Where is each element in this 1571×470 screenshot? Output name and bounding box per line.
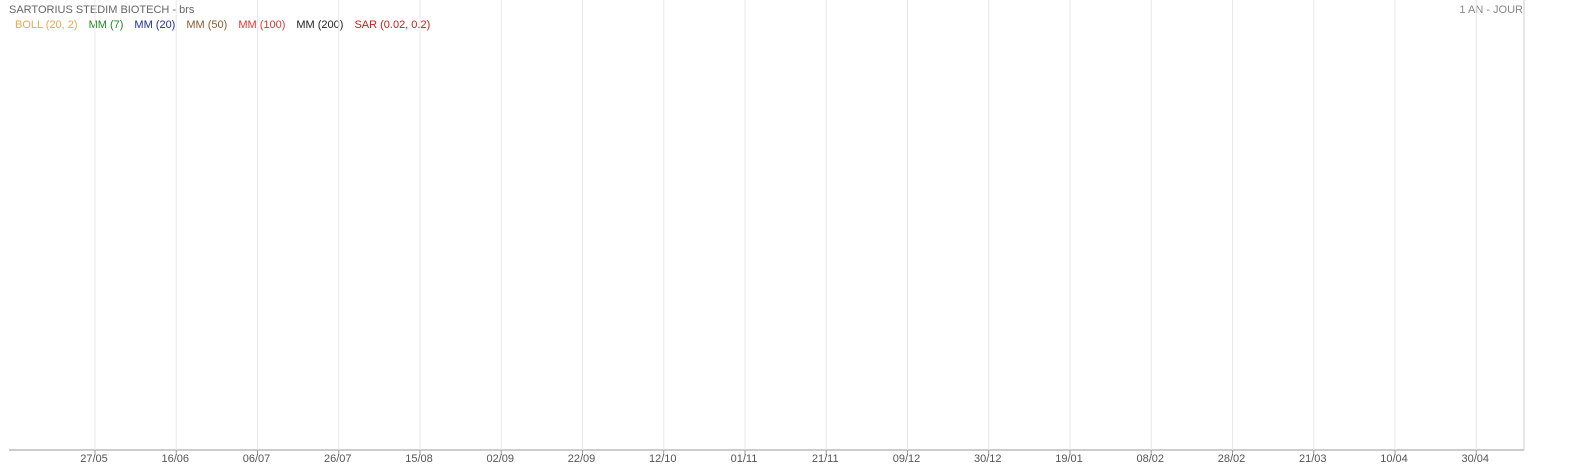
legend-item[interactable]: MM (7) bbox=[88, 19, 124, 31]
legend-item[interactable]: MM (100) bbox=[238, 19, 286, 31]
x-tick-label: 30/04 bbox=[1461, 453, 1489, 465]
x-tick-label: 06/07 bbox=[243, 453, 271, 465]
x-tick-label: 01/11 bbox=[731, 453, 758, 465]
x-tick-label: 10/04 bbox=[1380, 453, 1408, 465]
grid: 280.0300.0320.0340.0360.0380.0400.027/05… bbox=[9, 0, 1525, 465]
x-tick-label: 09/12 bbox=[893, 453, 921, 465]
x-tick-label: 08/02 bbox=[1136, 453, 1164, 465]
x-tick-label: 26/07 bbox=[324, 453, 352, 465]
x-tick-label: 21/03 bbox=[1299, 453, 1327, 465]
x-tick-label: 30/12 bbox=[974, 453, 1002, 465]
x-tick-label: 22/09 bbox=[568, 453, 596, 465]
x-tick-label: 15/08 bbox=[405, 453, 433, 465]
x-tick-label: 19/01 bbox=[1055, 453, 1083, 465]
indicator-legend: BOLL (20, 2) MM (7) MM (20) MM (50) MM (100)… bbox=[15, 19, 441, 31]
x-tick-label: 02/09 bbox=[486, 453, 514, 465]
legend-item[interactable]: MM (200) bbox=[296, 19, 344, 31]
x-tick-label: 28/02 bbox=[1218, 453, 1246, 465]
x-tick-label: 12/10 bbox=[649, 453, 677, 465]
x-tick-label: 16/06 bbox=[161, 453, 189, 465]
x-tick-label: 27/05 bbox=[80, 453, 108, 465]
legend-item[interactable]: MM (50) bbox=[186, 19, 228, 31]
x-tick-label: 21/11 bbox=[812, 453, 839, 465]
legend-item[interactable]: BOLL (20, 2) bbox=[15, 19, 78, 31]
period-label[interactable]: 1 AN - JOUR bbox=[1459, 4, 1523, 16]
chart-title: SARTORIUS STEDIM BIOTECH - brs bbox=[9, 4, 195, 16]
legend-item[interactable]: SAR (0.02, 0.2) bbox=[354, 19, 431, 31]
legend-item[interactable]: MM (20) bbox=[134, 19, 176, 31]
